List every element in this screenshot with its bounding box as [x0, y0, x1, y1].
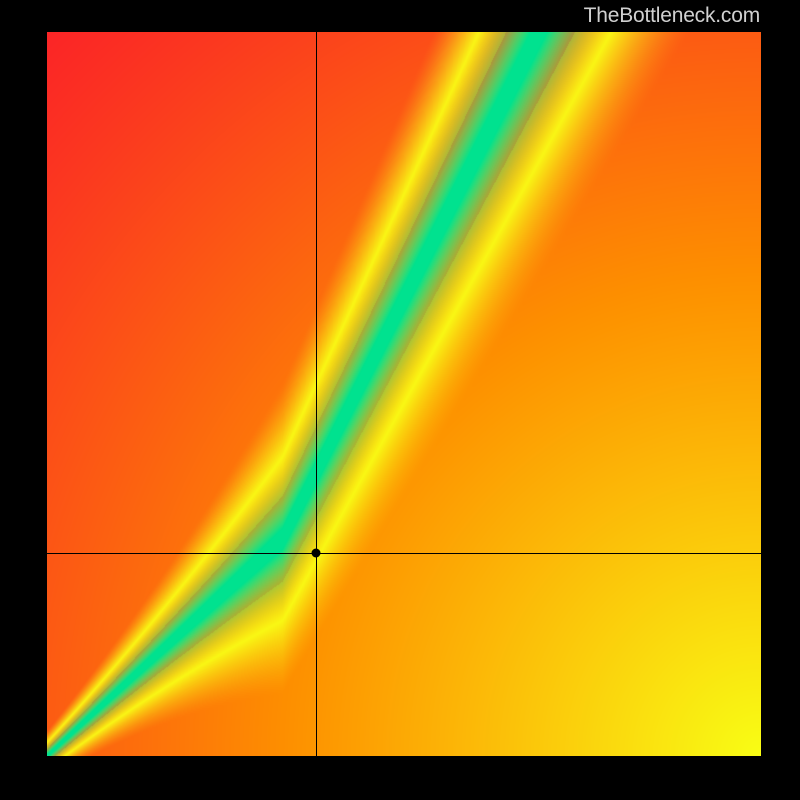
plot-area	[47, 32, 761, 756]
crosshair-vertical	[316, 32, 317, 756]
chart-container: TheBottleneck.com	[0, 0, 800, 800]
heatmap-canvas	[47, 32, 761, 756]
intersection-marker	[312, 549, 321, 558]
watermark-text: TheBottleneck.com	[584, 4, 760, 28]
crosshair-horizontal	[47, 553, 761, 554]
